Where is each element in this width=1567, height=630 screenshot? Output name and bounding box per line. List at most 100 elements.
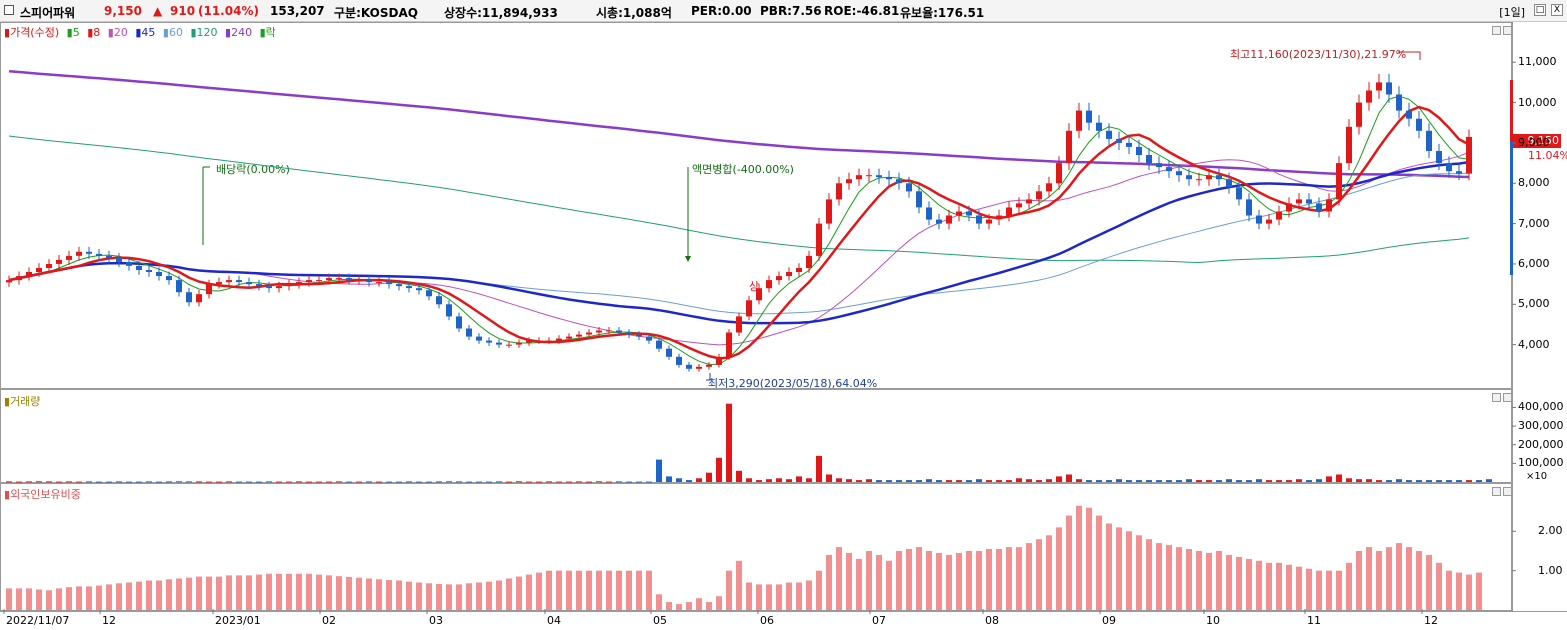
close-icon[interactable]: X — [1551, 4, 1563, 16]
volume-bar — [576, 481, 582, 483]
foreign-ratio-bar — [686, 602, 692, 610]
candle-body — [486, 340, 492, 343]
foreign-ratio-bar — [476, 582, 482, 610]
foreign-tick-label: 2.00 — [1538, 524, 1563, 538]
candle-body — [276, 286, 282, 289]
candle-body — [1136, 146, 1142, 155]
foreign-ratio-bar — [456, 584, 462, 610]
volume-bar — [36, 481, 42, 483]
volume-bar — [716, 457, 722, 482]
ma5-line — [8, 95, 1470, 365]
volume-bar — [406, 481, 412, 483]
volume-bar — [66, 481, 72, 483]
candle-body — [1226, 179, 1232, 188]
volume-bar — [256, 481, 262, 483]
candle-body — [846, 179, 852, 184]
restore-icon[interactable]: □ — [1534, 4, 1546, 16]
candle-body — [1256, 215, 1262, 224]
legend-drop[interactable]: ▮락 — [259, 26, 276, 39]
foreign-ratio-bar — [936, 553, 942, 610]
candle-body — [456, 316, 462, 329]
candle-body — [416, 288, 422, 291]
foreign-pane-label[interactable]: ▮외국인보유비중 — [4, 488, 81, 501]
foreign-ratio-bar — [156, 580, 162, 610]
foreign-ratio-bar — [1066, 515, 1072, 610]
volume-bar — [46, 481, 52, 483]
volume-bar — [776, 478, 782, 482]
volume-bar — [146, 481, 152, 483]
candle-body — [476, 336, 482, 341]
legend-ma20[interactable]: ▮20 — [107, 26, 128, 39]
legend-ma60[interactable]: ▮60 — [162, 26, 183, 39]
foreign-ratio-bar — [746, 582, 752, 610]
volume-bar — [696, 478, 702, 482]
legend-ma5[interactable]: ▮5 — [66, 26, 80, 39]
legend-ma45[interactable]: ▮45 — [135, 26, 156, 39]
volume-bar — [166, 481, 172, 483]
volume-bar — [1256, 479, 1262, 482]
candle-body — [1176, 171, 1182, 176]
foreign-ratio-bar — [1286, 564, 1292, 610]
foreign-ratio-bar — [176, 578, 182, 610]
candle-body — [466, 328, 472, 337]
foreign-ratio-bar — [1146, 539, 1152, 610]
candle-body — [1096, 122, 1102, 131]
foreign-ratio-bar — [36, 589, 42, 610]
candle-body — [1046, 183, 1052, 192]
legend-ma120[interactable]: ▮120 — [190, 26, 218, 39]
y-tick-label: 7,000 — [1518, 216, 1550, 230]
foreign-ratio-bar — [1236, 556, 1242, 610]
candle-body — [1306, 199, 1312, 204]
y-tick-label: 8,000 — [1518, 176, 1550, 190]
legend-price[interactable]: ▮가격(수정) — [4, 26, 60, 39]
foreign-ratio-bar — [796, 582, 802, 610]
stock-name[interactable]: 스피어파워 — [20, 6, 76, 20]
volume-bar — [366, 481, 372, 483]
y-tick-label: 4,000 — [1518, 337, 1550, 351]
volume-bar — [1376, 480, 1382, 482]
foreign-ratio-bar — [1166, 545, 1172, 610]
foreign-ratio-bar — [1016, 547, 1022, 610]
volume-pane-label[interactable]: ▮거래량 — [4, 395, 41, 408]
candle-body — [1116, 138, 1122, 143]
volume-bar — [196, 481, 202, 483]
candle-body — [326, 278, 332, 281]
volume-bar — [626, 481, 632, 483]
volume-bar — [436, 481, 442, 483]
volume-bar — [556, 481, 562, 483]
volume-bar — [376, 481, 382, 483]
foreign-pane-min-icon[interactable] — [1492, 487, 1501, 496]
candle-body — [886, 177, 892, 180]
candle-body — [26, 272, 32, 276]
candle-body — [906, 183, 912, 192]
volume-bar — [526, 481, 532, 483]
x-tick-label: 12 — [102, 614, 116, 627]
foreign-ratio-bar — [1026, 543, 1032, 610]
candle-body — [926, 207, 932, 220]
foreign-ratio-bar — [1396, 543, 1402, 610]
foreign-ratio-bar — [56, 588, 62, 610]
foreign-ratio-bar — [76, 586, 82, 610]
volume-bar — [1416, 480, 1422, 482]
foreign-ratio-bar — [906, 549, 912, 610]
foreign-ratio-bar — [206, 576, 212, 610]
legend-ma240[interactable]: ▮240 — [225, 26, 253, 39]
select-checkbox[interactable] — [4, 5, 14, 15]
foreign-ratio-bar — [806, 580, 812, 610]
legend-ma8[interactable]: ▮8 — [87, 26, 101, 39]
y-tick-label: 10,000 — [1518, 95, 1557, 109]
candle-body — [646, 336, 652, 341]
period-selector[interactable]: [1일] — [1499, 6, 1525, 19]
volume-pane-min-icon[interactable] — [1492, 393, 1501, 402]
price-pane-min-icon[interactable] — [1492, 26, 1501, 35]
foreign-ratio-bar — [976, 551, 982, 610]
volume-bar — [886, 480, 892, 482]
foreign-ratio-bar — [1356, 551, 1362, 610]
foreign-ratio-bar — [946, 554, 952, 610]
volume-bar — [746, 478, 752, 482]
foreign-ratio-bar — [1216, 551, 1222, 610]
volume-bar — [1296, 479, 1302, 482]
volume-bar — [566, 481, 572, 483]
foreign-ratio-bar — [556, 570, 562, 610]
